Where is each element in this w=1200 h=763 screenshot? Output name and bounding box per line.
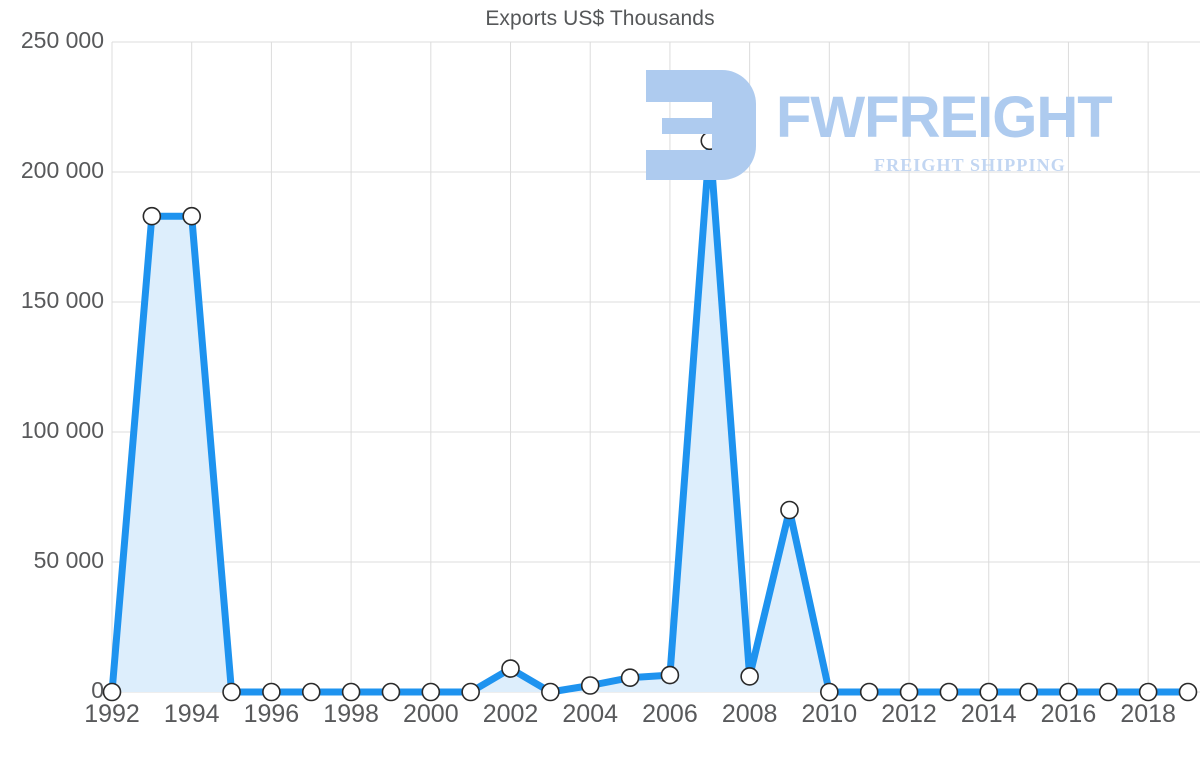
- x-axis-tick-label: 2008: [721, 700, 778, 728]
- chart-title: Exports US$ Thousands: [485, 7, 715, 30]
- x-axis-tick-label: 2016: [1040, 700, 1097, 728]
- y-axis-tick-label: 200 000: [20, 157, 104, 183]
- x-axis-tick-label: 1992: [84, 700, 140, 728]
- y-axis-tick-label: 50 000: [33, 547, 104, 573]
- series-markers: [102, 131, 1198, 702]
- y-axis-tick-label: 150 000: [20, 287, 104, 313]
- horizontal-gridlines: [112, 41, 1200, 693]
- x-axis-tick-label: 2000: [403, 700, 459, 728]
- x-axis-tick-label: 2002: [482, 700, 539, 728]
- x-axis-tick-label: 2010: [801, 700, 858, 728]
- x-axis-tick-label: 1998: [323, 700, 379, 728]
- x-axis-tick-label: 2012: [881, 700, 937, 728]
- series-line: [108, 137, 1192, 696]
- y-axis-tick-label: 0: [91, 677, 104, 703]
- x-axis-tick-label: 2004: [562, 700, 619, 728]
- y-axis-tick-label: 100 000: [20, 417, 104, 443]
- x-axis-tick-label: 1996: [243, 700, 300, 728]
- x-axis-tick-label: 1994: [163, 700, 220, 728]
- series-area-fill: [112, 140, 1188, 693]
- x-axis-tick-label: 2018: [1120, 700, 1176, 728]
- x-axis-tick-label: 2014: [960, 700, 1017, 728]
- vertical-gridlines: [111, 42, 1149, 692]
- y-axis-tick-label: 250 000: [20, 27, 104, 53]
- x-axis-tick-label: 2006: [642, 700, 698, 728]
